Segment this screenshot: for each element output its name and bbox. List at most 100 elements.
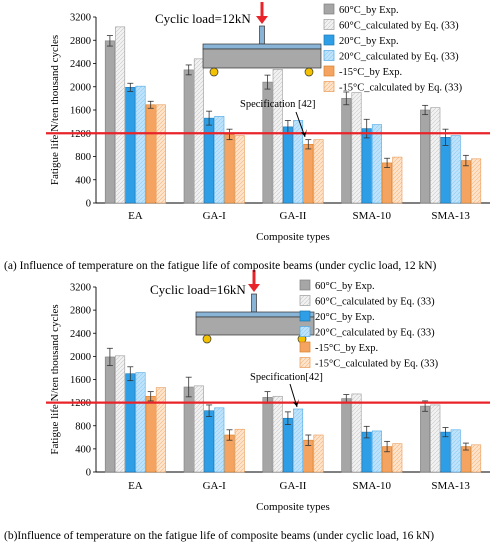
load-pin: [259, 25, 265, 45]
beam-support: [209, 67, 219, 77]
bar: [135, 85, 146, 204]
specification-arrowhead: [301, 129, 307, 137]
legend-label: 20°C_by Exp.: [315, 312, 375, 323]
legend-swatch: [323, 50, 335, 61]
specification-label: Specification[42]: [250, 372, 323, 383]
bar: [371, 430, 382, 473]
bar: [183, 69, 194, 204]
bar: [450, 429, 461, 473]
bar: [183, 386, 194, 473]
y-tick-label: 800: [75, 421, 91, 432]
bar: [430, 404, 441, 473]
bar: [420, 405, 431, 473]
bar: [145, 104, 156, 204]
y-axis-title: Fatigue life N/ten thousand cycles: [49, 304, 61, 454]
bar: [471, 158, 482, 204]
legend-label: 20°C_calculated by Eq. (33): [315, 328, 435, 339]
y-tick-label: 3200: [70, 13, 91, 24]
legend-label: -15°C_by Exp.: [339, 67, 402, 78]
legend-swatch: [323, 81, 335, 92]
bar: [155, 104, 166, 204]
legend-swatch: [299, 341, 311, 353]
legend-swatch: [323, 65, 335, 77]
bar: [193, 58, 204, 204]
legend-label: -15°C_by Exp.: [315, 343, 378, 354]
y-tick-label: 1600: [70, 106, 91, 117]
bar: [460, 160, 471, 204]
bar: [361, 128, 372, 204]
bar: [440, 137, 451, 204]
y-tick-label: 0: [86, 468, 91, 479]
load-label: Cyclic load=12kN: [155, 11, 251, 26]
beam-support: [202, 334, 212, 344]
bar: [234, 428, 245, 473]
bar: [193, 385, 204, 473]
figure-caption-b: (b)Influence of temperature on the fatig…: [4, 530, 435, 542]
bar: [282, 126, 293, 204]
legend-swatch: [299, 310, 311, 322]
bar: [313, 139, 324, 204]
y-tick-label: 3200: [70, 283, 91, 294]
bar: [204, 117, 215, 204]
x-tick-label: SMA-10: [353, 210, 392, 222]
y-tick-label: 400: [75, 444, 91, 455]
legend-label: 60°C_calculated by Eq. (33): [339, 21, 459, 32]
bar: [155, 387, 166, 473]
bar: [430, 107, 441, 204]
y-tick-label: 800: [75, 152, 91, 163]
bar: [450, 135, 461, 204]
x-tick-label: EA: [128, 210, 143, 222]
bar: [303, 143, 314, 204]
beam-support: [304, 67, 314, 77]
bar: [382, 162, 393, 204]
bar: [341, 98, 352, 204]
bar: [125, 373, 136, 473]
bar: [135, 372, 146, 473]
chart-panel-b: 0400800120016002000240028003200EAGA-IGA-…: [46, 270, 490, 513]
x-tick-label: GA-II: [280, 480, 307, 492]
y-tick-label: 2400: [70, 59, 91, 70]
chart-panel-a: 0400800120016002000240028003200EAGA-IGA-…: [46, 2, 490, 243]
beam-top-layer: [202, 43, 322, 50]
bar: [262, 397, 273, 473]
bar: [214, 407, 225, 473]
legend-swatch: [299, 357, 311, 368]
bar: [293, 408, 304, 473]
y-tick-label: 1600: [70, 375, 91, 386]
y-tick-label: 2000: [70, 82, 91, 93]
bar: [371, 124, 382, 204]
x-tick-label: GA-I: [203, 210, 227, 222]
legend-swatch: [323, 19, 335, 30]
bar: [351, 92, 362, 204]
load-arrowhead: [248, 284, 260, 292]
x-tick-label: SMA-13: [431, 480, 470, 492]
bar: [234, 135, 245, 204]
bar: [115, 355, 126, 473]
y-tick-label: 0: [86, 199, 91, 210]
x-tick-label: SMA-10: [353, 480, 392, 492]
bar: [341, 398, 352, 473]
legend-label: 60°C_by Exp.: [339, 5, 399, 16]
bar: [214, 116, 225, 204]
legend-label: 20°C_by Exp.: [339, 36, 399, 47]
load-label: Cyclic load=16kN: [150, 282, 246, 297]
specification-arrowhead: [293, 399, 299, 407]
figure-caption-a: (a) Influence of temperature on the fati…: [4, 260, 437, 272]
legend-swatch: [323, 34, 335, 46]
bar: [392, 443, 403, 473]
bar: [204, 410, 215, 473]
legend-swatch: [323, 3, 335, 15]
bar: [145, 395, 156, 473]
bar: [104, 356, 115, 473]
bar: [224, 134, 235, 204]
bar: [471, 444, 482, 473]
y-tick-label: 2000: [70, 352, 91, 363]
x-axis-title: Composite types: [256, 231, 330, 243]
specification-label: Specification [42]: [240, 99, 316, 110]
bar: [392, 156, 403, 204]
bar: [272, 69, 283, 204]
legend-label: -15°C_calculated by Eq. (33): [339, 83, 463, 94]
y-axis-title: Fatigue life N/ten thousand cycles: [49, 35, 61, 185]
bar: [115, 26, 126, 204]
